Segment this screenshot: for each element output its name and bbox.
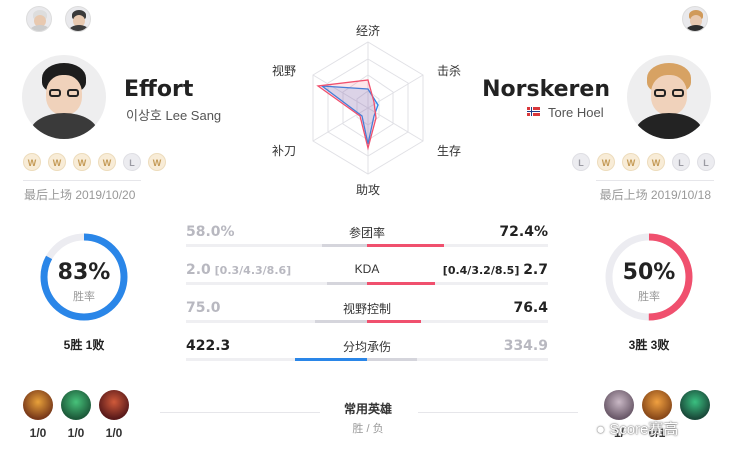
heroes-divider-right — [418, 412, 578, 413]
hero-item[interactable]: 1/0 — [99, 390, 129, 440]
result-badge: L — [123, 153, 141, 171]
hero-score: 1/0 — [67, 426, 85, 440]
record-right: 3胜 3败 — [628, 338, 670, 352]
winrate-label-left: 胜率 — [73, 291, 95, 303]
hero-item[interactable] — [680, 390, 710, 440]
radar-chart — [312, 41, 424, 175]
stat-row: 58.0% 72.4% 参团率 — [186, 224, 548, 254]
stat-bar-right — [367, 358, 417, 361]
stat-left-value: 2.0 [0.3/4.3/8.6] — [186, 262, 292, 278]
common-heroes-title: 常用英雄 — [343, 402, 392, 416]
stat-bar-left — [326, 282, 367, 285]
record-left: 5胜 1败 — [63, 338, 105, 352]
radar-label-cs: 补刀 — [272, 144, 297, 158]
result-badge: W — [597, 153, 615, 171]
stat-left-value: 422.3 — [186, 338, 231, 354]
hero-portrait — [61, 390, 91, 420]
stat-right-value: 72.4% — [499, 224, 548, 240]
winrate-label-right: 胜率 — [638, 291, 660, 303]
stat-bar-track — [186, 358, 548, 361]
result-badge: W — [23, 153, 41, 171]
hero-item[interactable]: 0/1 — [642, 390, 672, 440]
norway-flag-icon — [527, 107, 540, 116]
divider-left — [23, 180, 141, 181]
hero-portrait — [99, 390, 129, 420]
common-heroes-subtitle: 胜 / 负 — [352, 423, 384, 435]
hero-score: 0/1 — [648, 426, 666, 440]
radar-label-vision: 视野 — [272, 64, 297, 78]
teammate-avatar-right[interactable] — [682, 6, 708, 32]
result-badge: L — [572, 153, 590, 171]
heroes-left: 1/0 1/0 1/0 — [23, 390, 129, 440]
heroes-divider-left — [160, 412, 320, 413]
radar-label-survival: 生存 — [437, 144, 462, 158]
hero-score: 1/0 — [29, 426, 47, 440]
winrate-ring-left — [40, 233, 128, 321]
hero-score: 1/0 — [105, 426, 123, 440]
stat-bar-right — [367, 282, 435, 285]
stat-left-value: 58.0% — [186, 224, 235, 240]
player-name-left: Effort — [124, 77, 194, 102]
stat-name: KDA — [354, 262, 380, 276]
result-badge: L — [697, 153, 715, 171]
radar-label-economy: 经济 — [356, 24, 381, 38]
last-played-right: 最后上场 2019/10/18 — [599, 188, 711, 202]
stat-right-value: 76.4 — [513, 300, 548, 316]
teammate-avatar-2[interactable] — [65, 6, 91, 32]
stat-row: 422.3 334.9 分均承伤 — [186, 338, 548, 368]
result-badge: W — [98, 153, 116, 171]
player-avatar-left — [22, 55, 106, 139]
stat-bar-left — [322, 244, 367, 247]
divider-right — [596, 180, 714, 181]
stat-right-value: [0.4/3.2/8.5] 2.7 — [442, 262, 548, 278]
stat-right-value: 334.9 — [503, 338, 548, 354]
hero-portrait — [23, 390, 53, 420]
winrate-value-left: 83% — [57, 260, 111, 285]
stat-bar-left — [314, 320, 367, 323]
winrate-value-right: 50% — [622, 260, 676, 285]
hero-item[interactable]: 1/ — [604, 390, 634, 440]
stat-bar-track — [186, 282, 548, 285]
radar-label-kills: 击杀 — [437, 64, 462, 78]
stat-bar-track — [186, 320, 548, 323]
heroes-right: 1/0/1 — [604, 390, 710, 440]
wechat-icon: ● — [596, 421, 606, 438]
hero-item[interactable]: 1/0 — [61, 390, 91, 440]
hero-item[interactable]: 1/0 — [23, 390, 53, 440]
last-played-left: 最后上场 2019/10/20 — [24, 188, 136, 202]
radar-area-right — [316, 79, 377, 151]
stat-name: 参团率 — [348, 226, 385, 240]
player-realname-left: 이상호 Lee Sang — [126, 108, 222, 123]
result-badge: W — [148, 153, 166, 171]
stat-name: 分均承伤 — [342, 340, 391, 354]
player-realname-right: Tore Hoel — [548, 105, 604, 120]
stat-bar-right — [367, 244, 444, 247]
watermark: ● Score赛高 — [596, 421, 679, 438]
teammate-avatar-1[interactable] — [26, 6, 52, 32]
result-badge: L — [672, 153, 690, 171]
stat-row: 2.0 [0.3/4.3/8.6] [0.4/3.2/8.5] 2.7 KDA — [186, 262, 548, 292]
stats-comparison: 58.0% 72.4% 参团率 2.0 [0.3/4.3/8.6] [0.4/3.2/8… — [186, 224, 548, 364]
result-badge: W — [647, 153, 665, 171]
hero-score: 1/ — [613, 426, 624, 440]
result-badge: W — [73, 153, 91, 171]
stat-left-value: 75.0 — [186, 300, 221, 316]
radar-label-assists: 助攻 — [356, 183, 381, 197]
stat-bar-left — [295, 358, 367, 361]
stat-row: 75.0 76.4 视野控制 — [186, 300, 548, 330]
player-name-right: Norskeren — [482, 77, 610, 102]
stat-bar-track — [186, 244, 548, 247]
hero-portrait — [642, 390, 672, 420]
winrate-ring-right — [605, 233, 693, 321]
result-badge: W — [622, 153, 640, 171]
player-avatar-right — [627, 55, 711, 139]
stat-bar-right — [367, 320, 421, 323]
stat-name: 视野控制 — [342, 302, 391, 316]
hero-portrait — [604, 390, 634, 420]
hero-portrait — [680, 390, 710, 420]
result-badge: W — [48, 153, 66, 171]
